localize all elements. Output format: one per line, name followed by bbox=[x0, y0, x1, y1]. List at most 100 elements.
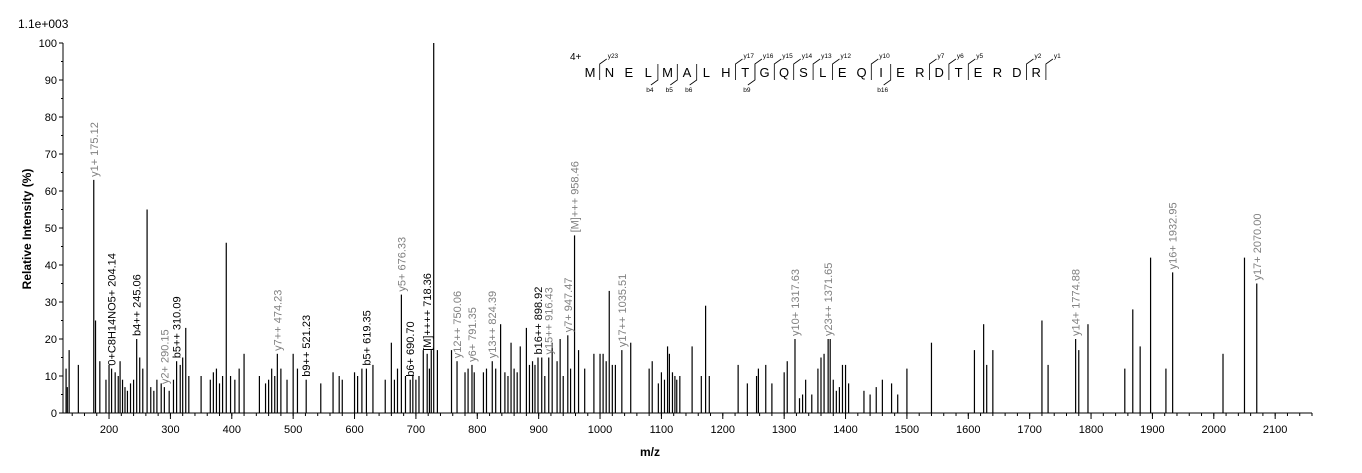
b-ion-bracket bbox=[883, 64, 892, 86]
b-ion-bracket bbox=[747, 64, 756, 86]
peak-annotation: b6+ 690.70 bbox=[405, 321, 417, 376]
residue-letter: H bbox=[721, 65, 730, 80]
residue-letter: R bbox=[1032, 65, 1041, 80]
y-ion-label: y5 bbox=[976, 53, 983, 60]
peaks bbox=[65, 43, 1258, 413]
residue-letter: I bbox=[879, 65, 883, 80]
peak-annotation: y5+ 676.33 bbox=[396, 237, 408, 292]
residue-letter: Q bbox=[779, 65, 789, 80]
x-tick-label: 1700 bbox=[1017, 424, 1041, 436]
b-ion-label: b5 bbox=[666, 87, 674, 94]
y-tick-label: 80 bbox=[45, 112, 57, 124]
residue-letter: T bbox=[955, 65, 963, 80]
peak-annotation: b5+ 619.35 bbox=[361, 310, 373, 365]
x-tick-label: 1400 bbox=[833, 424, 857, 436]
residue-letter: L bbox=[645, 65, 652, 80]
y-axis-label: Relative Intensity (%) bbox=[20, 169, 34, 290]
residue-letter: L bbox=[703, 65, 710, 80]
y-tick-label: 40 bbox=[45, 260, 57, 272]
peak-annotation: y17+ 2070.00 bbox=[1252, 214, 1264, 281]
x-tick-label: 200 bbox=[100, 424, 118, 436]
x-tick-label: 1100 bbox=[650, 424, 674, 436]
b-ion-bracket bbox=[650, 64, 659, 86]
b-ion-bracket bbox=[689, 64, 698, 86]
residue-letter: D bbox=[1012, 65, 1021, 80]
x-tick-label: 400 bbox=[223, 424, 241, 436]
y-ion-bracket bbox=[948, 58, 957, 80]
x-tick-label: 300 bbox=[161, 424, 179, 436]
x-tick-label: 2000 bbox=[1202, 424, 1226, 436]
residue-letter: L bbox=[819, 65, 826, 80]
b-ion-label: b4 bbox=[646, 87, 654, 94]
peak-annotation: y16+ 1932.95 bbox=[1168, 202, 1180, 269]
residue-letter: Q bbox=[857, 65, 867, 80]
peak-annotation: b5++ 310.09 bbox=[172, 296, 184, 358]
residue-letter: M bbox=[662, 65, 673, 80]
residue-letter: E bbox=[624, 65, 633, 80]
peak-annotation: y17++ 1035.51 bbox=[617, 274, 629, 347]
y-ion-bracket bbox=[1045, 58, 1054, 80]
peak-annotation: [M]+++ 958.46 bbox=[570, 161, 582, 232]
y-ion-label: y17 bbox=[744, 53, 755, 60]
peak-annotation: y23++ 1371.65 bbox=[823, 263, 835, 336]
y-ion-bracket bbox=[812, 58, 821, 80]
y-ion-label: y12 bbox=[841, 53, 852, 60]
x-tick-label: 1900 bbox=[1140, 424, 1164, 436]
y-ion-label: y16 bbox=[763, 53, 774, 60]
residue-letter: E bbox=[896, 65, 905, 80]
residue-letter: M bbox=[585, 65, 596, 80]
y-ion-label: y23 bbox=[608, 53, 619, 60]
y-tick-label: 30 bbox=[45, 297, 57, 309]
b-ion-label: b6 bbox=[685, 87, 693, 94]
y-ion-label: y1 bbox=[1054, 53, 1061, 60]
y-tick-label: 50 bbox=[45, 223, 57, 235]
x-tick-label: 1300 bbox=[772, 424, 796, 436]
scale-label: 1.1e+003 bbox=[18, 17, 69, 31]
y-ion-bracket bbox=[735, 58, 743, 80]
peak-annotation: b4++ 245.06 bbox=[132, 274, 144, 336]
y-tick-label: 60 bbox=[45, 186, 57, 198]
x-tick-label: 700 bbox=[407, 424, 425, 436]
y-tick-label: 70 bbox=[45, 149, 57, 161]
x-tick-label: 1600 bbox=[956, 424, 980, 436]
x-tick-label: 1200 bbox=[711, 424, 735, 436]
peak-annotation: y14+ 1774.88 bbox=[1071, 269, 1083, 336]
y-tick-label: 90 bbox=[45, 75, 57, 87]
residue-letter: E bbox=[838, 65, 847, 80]
x-tick-label: 500 bbox=[284, 424, 302, 436]
residue-letter: N bbox=[605, 65, 614, 80]
y-tick-label: 20 bbox=[45, 334, 57, 346]
residue-letter: T bbox=[741, 65, 749, 80]
x-tick-label: 800 bbox=[468, 424, 486, 436]
peak-annotation: [M]++++ 718.36 bbox=[422, 273, 434, 351]
residue-letter: G bbox=[760, 65, 770, 80]
y-ion-bracket bbox=[599, 58, 607, 80]
peak-annotation: y13++ 824.39 bbox=[487, 291, 499, 358]
residue-letter: A bbox=[683, 65, 692, 80]
peak-annotation: b16++ 898.92 bbox=[533, 287, 545, 355]
residue-letter: R bbox=[915, 65, 924, 80]
peak-annotations: y1+ 175.12 0+C8H14NO5+ 204.14 b4++ 245.06 y… bbox=[89, 122, 1264, 384]
y-tick-label: 0 bbox=[51, 408, 57, 420]
y-ion-label: y7 bbox=[938, 53, 945, 60]
y-tick-label: 100 bbox=[39, 38, 57, 50]
b-ion-label: b16 bbox=[877, 87, 888, 94]
x-tick-label: 1800 bbox=[1079, 424, 1103, 436]
y-ion-label: y2 bbox=[1035, 53, 1042, 60]
y-ion-label: y13 bbox=[821, 53, 832, 60]
peak-annotation: y7++ 474.23 bbox=[272, 290, 284, 351]
peak-annotation: y6+ 791.35 bbox=[467, 307, 479, 362]
y-ion-label: y6 bbox=[957, 53, 964, 60]
residue-letter: D bbox=[935, 65, 944, 80]
y-ion-bracket bbox=[773, 58, 782, 80]
x-axis-label: m/z bbox=[640, 445, 660, 459]
y-ion-bracket bbox=[832, 58, 840, 80]
peak-annotation: b9++ 521.23 bbox=[301, 315, 313, 377]
peak-annotation: y15++ 916.43 bbox=[544, 287, 556, 354]
y-tick-label: 10 bbox=[45, 371, 57, 383]
peak-annotation: y2+ 290.15 bbox=[159, 329, 171, 384]
y-ion-bracket bbox=[1026, 58, 1034, 80]
charge-label: 4+ bbox=[570, 52, 582, 63]
peak-annotation: y10+ 1317.63 bbox=[790, 269, 802, 336]
